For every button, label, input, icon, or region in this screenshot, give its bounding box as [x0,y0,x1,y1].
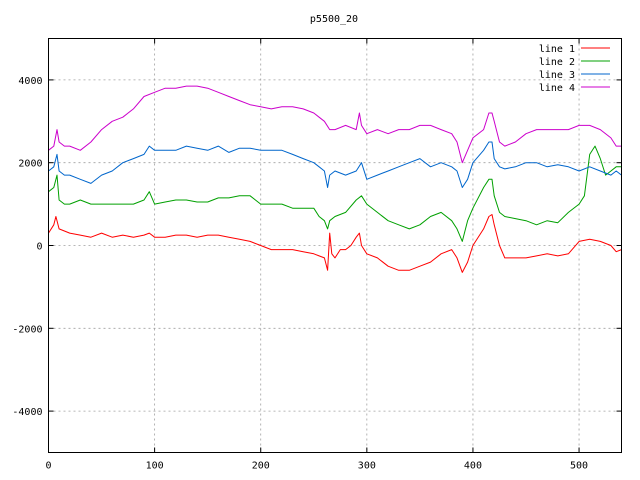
chart-title: p5500_20 [310,14,358,25]
x-tick-label: 500 [570,461,588,472]
y-tick-label: -4000 [12,407,42,418]
plot-series [48,85,622,273]
legend-label: line 1 [539,44,575,55]
y-tick-label: -2000 [12,324,42,335]
legend-label: line 4 [539,83,575,94]
series-line-4 [48,85,622,164]
y-tick-label: 0 [36,242,42,253]
series-line-2 [48,145,622,242]
x-tick-label: 100 [146,461,164,472]
plot-frame [48,38,622,453]
x-tick-label: 200 [252,461,270,472]
legend-label: line 2 [539,57,575,68]
legend-label: line 3 [539,70,575,81]
y-tick-label: 4000 [18,76,42,87]
x-tick-label: 400 [464,461,482,472]
x-tick-label: 300 [358,461,376,472]
x-tick-label: 0 [45,461,51,472]
axis-ticks: 0 100 200 300 400 500 -4000 -2000 0 2000 4000 [12,38,622,472]
grid [48,38,622,453]
series-line-1 [48,214,622,273]
y-tick-label: 2000 [18,159,42,170]
legend: line 1 line 2 line 3 line 4 [539,44,610,94]
series-line-3 [48,141,622,188]
